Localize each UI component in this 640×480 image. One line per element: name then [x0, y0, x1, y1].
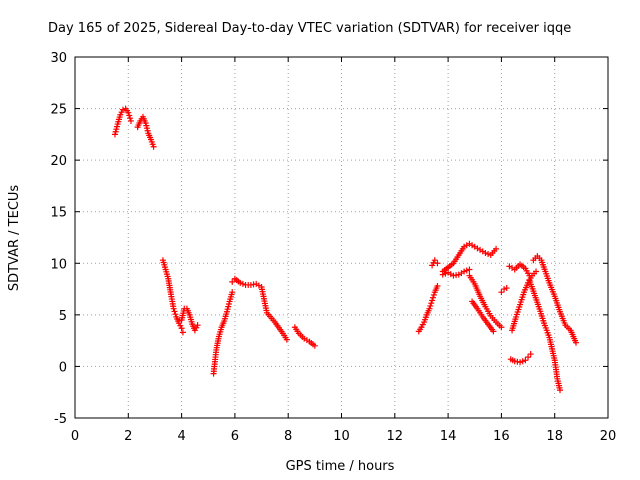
data-point — [172, 311, 179, 318]
y-tick-label: 25 — [50, 103, 67, 118]
data-point — [430, 291, 437, 298]
data-point — [178, 325, 185, 332]
data-point — [179, 329, 186, 336]
data-point — [501, 286, 508, 293]
data-point — [194, 322, 201, 329]
data-point — [311, 342, 318, 349]
data-point — [533, 268, 540, 275]
y-tick-label: 10 — [50, 257, 67, 272]
data-point — [171, 308, 178, 315]
data-point — [463, 267, 470, 274]
chart-title: Day 165 of 2025, Sidereal Day-to-day VTE… — [48, 21, 571, 36]
x-tick-label: 4 — [177, 429, 185, 444]
data-point — [434, 260, 441, 267]
data-point — [527, 351, 534, 358]
data-point — [170, 305, 177, 312]
x-tick-label: 8 — [284, 429, 292, 444]
x-tick-label: 16 — [493, 429, 510, 444]
data-point — [127, 117, 134, 124]
data-point — [573, 339, 580, 346]
x-axis-label: GPS time / hours — [286, 459, 395, 474]
x-tick-label: 6 — [231, 429, 239, 444]
x-tick-label: 12 — [387, 429, 404, 444]
data-points — [111, 105, 580, 394]
x-tick-label: 14 — [440, 429, 457, 444]
data-point — [525, 354, 532, 361]
data-point — [127, 115, 134, 122]
data-point — [485, 251, 492, 258]
x-tick-label: 18 — [546, 429, 563, 444]
data-point — [434, 282, 441, 289]
data-point — [229, 289, 236, 296]
y-tick-label: 30 — [50, 51, 67, 66]
y-tick-label: 15 — [50, 206, 67, 221]
data-point — [431, 257, 438, 264]
x-tick-label: 2 — [124, 429, 132, 444]
data-point — [498, 289, 505, 296]
data-point — [429, 294, 436, 301]
y-tick-label: 0 — [59, 360, 67, 375]
data-point — [237, 279, 244, 286]
data-point — [119, 106, 126, 113]
y-tick-label: 20 — [50, 154, 67, 169]
data-point — [150, 143, 157, 150]
data-point — [482, 249, 489, 256]
data-point — [125, 109, 132, 116]
data-point — [429, 297, 436, 304]
data-point — [519, 358, 526, 365]
data-point — [493, 245, 500, 252]
data-point — [442, 270, 449, 277]
data-point — [229, 278, 236, 285]
data-point — [283, 336, 290, 343]
data-point — [498, 324, 505, 331]
data-point — [239, 280, 246, 287]
data-point — [466, 266, 473, 273]
data-point — [517, 359, 524, 366]
axis-ticks: 0 2 4 6 8 10 12 14 16 18 20 -5 0 5 10 15 20 25 30 — [50, 51, 616, 444]
y-tick-label: 5 — [59, 309, 67, 324]
data-point — [126, 112, 133, 119]
data-point — [557, 387, 564, 394]
data-point — [503, 285, 510, 292]
data-point — [427, 302, 434, 309]
data-point — [490, 328, 497, 335]
data-point — [426, 305, 433, 312]
x-tick-label: 10 — [333, 429, 350, 444]
x-tick-label: 0 — [71, 429, 79, 444]
grid-lines — [75, 57, 608, 418]
y-axis-label: SDTVAR / TECUs — [7, 185, 22, 292]
data-point — [461, 268, 468, 275]
data-point — [428, 300, 435, 307]
data-point — [522, 357, 529, 364]
data-point — [439, 271, 446, 278]
x-tick-label: 20 — [600, 429, 617, 444]
y-tick-label: -5 — [54, 412, 67, 427]
